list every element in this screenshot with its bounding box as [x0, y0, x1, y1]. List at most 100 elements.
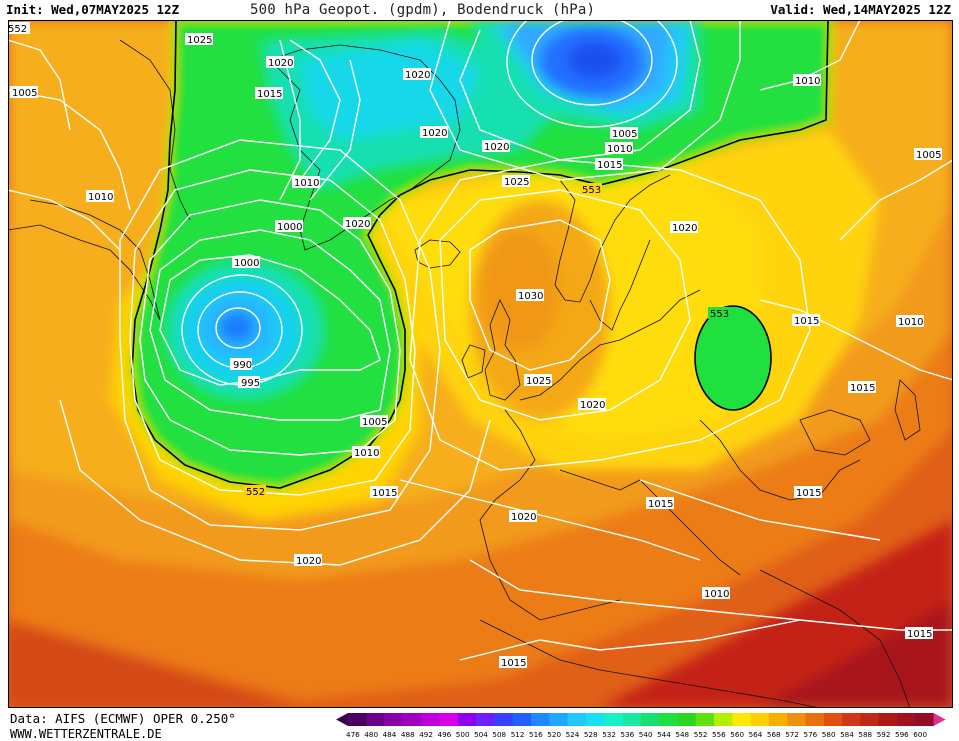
legend-swatch: [823, 713, 843, 726]
cutoff-low-552: [694, 305, 772, 411]
legend-swatch: [567, 713, 587, 726]
legend-tick-label: 592: [877, 730, 891, 739]
legend-tick-label: 596: [895, 730, 909, 739]
isobar-label: 1010: [896, 315, 924, 328]
svg-text:553: 553: [710, 309, 729, 320]
legend-swatch: [494, 713, 513, 726]
isobar-label: 1005: [610, 127, 638, 140]
isobar-label: 1005: [10, 86, 38, 99]
isobar-label: 1010: [793, 74, 821, 87]
legend-swatch: [348, 713, 367, 726]
legend-tick-label: 508: [492, 730, 506, 739]
svg-text:1020: 1020: [296, 556, 321, 567]
legend-swatch: [750, 713, 770, 726]
legend-swatch: [604, 713, 623, 726]
isobar-label: 995: [238, 376, 260, 389]
svg-text:1020: 1020: [268, 58, 293, 69]
legend-swatch: [531, 713, 550, 726]
legend-swatch: [897, 713, 916, 726]
isobar-label: 1010: [352, 446, 380, 459]
geopotential-field: 552 1025 1020 1015 1020 1005 1010 1005 1…: [8, 20, 953, 708]
map-footer: Data: AIFS (ECMWF) OPER 0.250° WWW.WETTE…: [0, 708, 959, 741]
isobar-label: 553: [580, 183, 602, 196]
isobar-label-group: 552 1025 1020 1015 1020 1005 1010 1005 1…: [8, 22, 942, 669]
isobar-label: 1005: [914, 148, 942, 161]
legend-swatch: [439, 713, 459, 726]
isobar-label: 990: [230, 358, 252, 371]
legend-swatch: [366, 713, 385, 726]
isobar-label: 1020: [509, 510, 537, 523]
legend-tick-label: 492: [419, 730, 433, 739]
isobar-label: 1015: [646, 497, 674, 510]
isobar-label: 1000: [232, 256, 260, 269]
isobar-label: 1020: [294, 554, 322, 567]
isobar-label: 1005: [360, 415, 388, 428]
legend-tick-label: 600: [913, 730, 927, 739]
isobar-label: 1015: [370, 486, 398, 499]
svg-text:1020: 1020: [511, 512, 536, 523]
svg-text:1015: 1015: [597, 160, 622, 171]
legend-swatch: [384, 713, 404, 726]
svg-text:1010: 1010: [607, 144, 632, 155]
isobar-label: 1025: [502, 175, 530, 188]
isobar-label: 1015: [255, 87, 283, 100]
isobar-label: 1020: [420, 126, 448, 139]
isobar-label: 1025: [524, 374, 552, 387]
legend-swatch: [695, 713, 715, 726]
svg-text:552: 552: [246, 487, 265, 498]
isobar-label: 1030: [516, 289, 544, 302]
legend-tick-label: 488: [401, 730, 415, 739]
legend-tick-label: 564: [749, 730, 763, 739]
svg-text:1005: 1005: [916, 150, 941, 161]
legend-tick-label: 576: [804, 730, 818, 739]
svg-text:1010: 1010: [898, 317, 923, 328]
svg-text:1015: 1015: [907, 629, 932, 640]
svg-text:1010: 1010: [354, 448, 379, 459]
svg-text:1020: 1020: [672, 223, 697, 234]
svg-text:1005: 1005: [12, 88, 37, 99]
isobar-label: 1020: [578, 398, 606, 411]
legend-tick-label: 540: [639, 730, 653, 739]
legend-tick-label: 496: [438, 730, 452, 739]
isobar-label: 1025: [185, 33, 213, 46]
legend-swatch: [640, 713, 660, 726]
isobars: [8, 20, 953, 661]
legend-swatch: [732, 713, 751, 726]
isobar-label: 1020: [403, 68, 431, 81]
legend-swatch: [805, 713, 825, 726]
legend-tick-label: 580: [822, 730, 836, 739]
svg-text:1020: 1020: [484, 142, 509, 153]
isobar-label: 552: [8, 22, 30, 35]
legend-tick-label: 524: [566, 730, 580, 739]
svg-text:552: 552: [8, 24, 27, 35]
isobar-label: 1015: [792, 314, 820, 327]
legend-tick-label: 572: [785, 730, 799, 739]
isobar-label: 1015: [905, 627, 933, 640]
isobar-label: 1015: [595, 158, 623, 171]
isobar-label: 1010: [86, 190, 114, 203]
legend-swatch: [622, 713, 642, 726]
svg-text:1015: 1015: [648, 499, 673, 510]
legend-tick-label: 548: [675, 730, 689, 739]
isobar-label: 1020: [670, 221, 698, 234]
legend-tick-label: 516: [529, 730, 543, 739]
svg-text:1015: 1015: [796, 488, 821, 499]
legend-swatch: [476, 713, 495, 726]
legend-swatch: [878, 713, 898, 726]
legend-tick-label: 568: [767, 730, 781, 739]
legend-tick-label: 588: [858, 730, 872, 739]
legend-swatch: [714, 713, 733, 726]
isobar-label: 1000: [275, 220, 303, 233]
svg-text:1025: 1025: [526, 376, 551, 387]
legend-tick-label: 544: [657, 730, 671, 739]
legend-swatch: [768, 713, 788, 726]
legend-swatch: [512, 713, 532, 726]
website-credit: WWW.WETTERZENTRALE.DE: [10, 727, 162, 741]
isobar-label: 552: [244, 485, 266, 498]
map-title: 500 hPa Geopot. (gpdm), Bodendruck (hPa): [250, 2, 596, 18]
svg-text:1025: 1025: [504, 177, 529, 188]
svg-text:1010: 1010: [795, 76, 820, 87]
svg-text:1020: 1020: [422, 128, 447, 139]
legend-swatch: [585, 713, 605, 726]
isobar-label: 1010: [292, 176, 320, 189]
